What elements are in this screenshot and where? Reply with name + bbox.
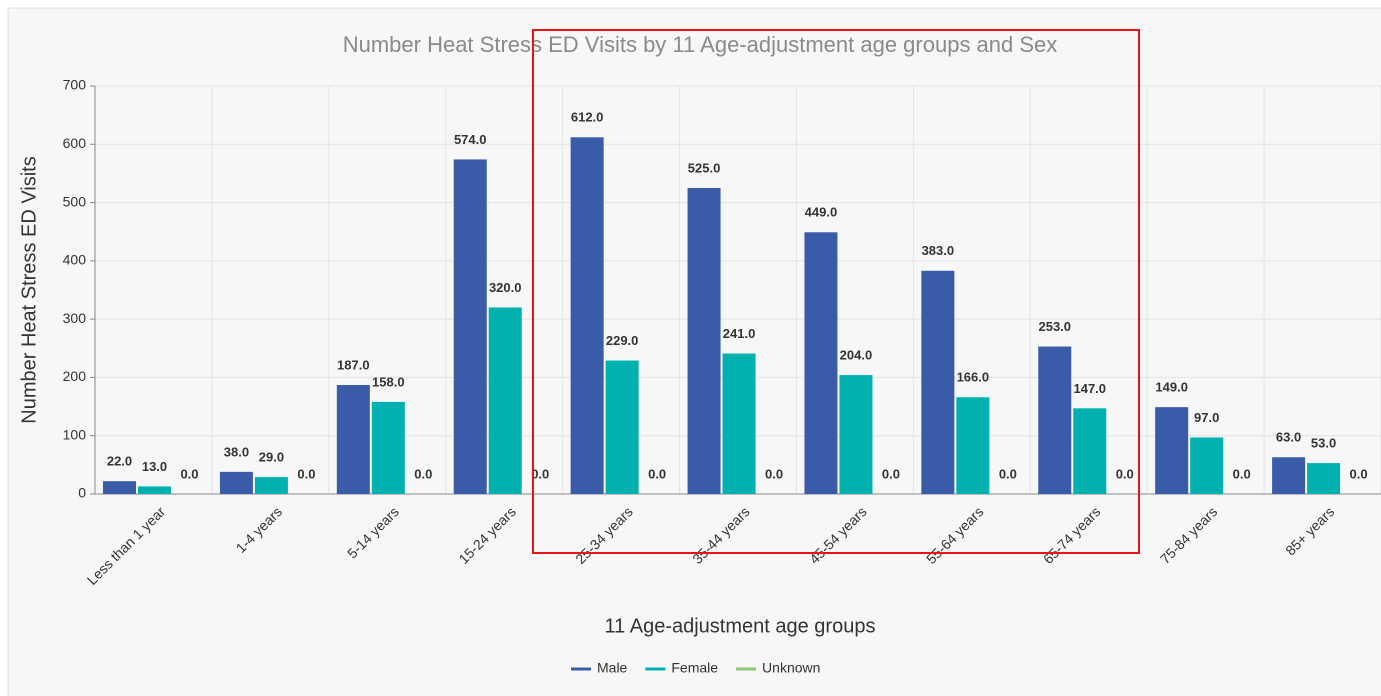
y-tick-label: 0 (78, 485, 86, 501)
value-label: 229.0 (606, 333, 639, 348)
bar (1073, 408, 1107, 494)
value-label: 97.0 (1194, 410, 1219, 425)
value-label: 0.0 (648, 466, 666, 481)
value-label: 149.0 (1155, 380, 1188, 395)
value-label: 0.0 (1116, 466, 1134, 481)
value-label: 38.0 (224, 444, 249, 459)
bar (804, 232, 838, 494)
value-label: 525.0 (688, 160, 721, 175)
bar (371, 401, 405, 494)
bar (488, 307, 522, 494)
value-label: 0.0 (531, 466, 549, 481)
value-label: 29.0 (259, 450, 284, 465)
bar (103, 481, 136, 494)
value-label: 187.0 (337, 357, 370, 372)
value-label: 63.0 (1276, 430, 1301, 445)
bar (1155, 407, 1189, 494)
value-label: 0.0 (882, 466, 900, 481)
value-label: 0.0 (297, 466, 315, 481)
value-label: 158.0 (372, 374, 405, 389)
value-label: 53.0 (1311, 436, 1336, 451)
y-tick-label: 700 (63, 77, 87, 93)
y-tick-label: 300 (63, 310, 87, 326)
value-label: 0.0 (1233, 466, 1251, 481)
value-label: 0.0 (999, 466, 1017, 481)
bar (336, 385, 370, 494)
bar (1038, 346, 1072, 494)
bar (956, 397, 990, 494)
value-label: 13.0 (142, 459, 167, 474)
value-label: 0.0 (180, 466, 198, 481)
value-label: 320.0 (489, 280, 522, 295)
bar (722, 353, 756, 494)
value-label: 0.0 (1350, 466, 1368, 481)
bar (138, 486, 171, 494)
bar (1307, 463, 1341, 494)
legend-label: Male (597, 660, 628, 676)
value-label: 166.0 (957, 370, 990, 385)
value-label: 0.0 (414, 466, 432, 481)
chart-title: Number Heat Stress ED Visits by 11 Age-a… (343, 32, 1058, 57)
value-label: 449.0 (805, 205, 838, 220)
value-label: 0.0 (765, 466, 783, 481)
value-label: 253.0 (1038, 319, 1071, 334)
legend-label: Unknown (762, 660, 820, 676)
bar (1272, 457, 1306, 494)
legend-label: Female (671, 660, 718, 676)
bar (219, 471, 253, 494)
value-label: 383.0 (922, 243, 955, 258)
value-label: 22.0 (107, 454, 132, 469)
bar (921, 270, 955, 494)
value-label: 241.0 (723, 326, 756, 341)
y-axis-title: Number Heat Stress ED Visits (18, 156, 40, 424)
y-tick-label: 500 (63, 193, 87, 209)
value-label: 574.0 (454, 132, 487, 147)
bar (1190, 437, 1224, 494)
bar (254, 477, 288, 494)
bar (839, 375, 873, 494)
y-tick-label: 100 (63, 426, 87, 442)
bar (570, 137, 604, 494)
value-label: 147.0 (1073, 381, 1106, 396)
y-tick-label: 600 (63, 135, 87, 151)
y-tick-label: 400 (63, 252, 87, 268)
x-axis-title: 11 Age-adjustment age groups (605, 615, 876, 637)
legend: Male Female Unknown (571, 660, 820, 676)
bar (453, 159, 487, 494)
value-label: 204.0 (840, 348, 873, 363)
value-label: 612.0 (571, 110, 604, 125)
bar (605, 360, 639, 494)
highlight-box (532, 29, 1140, 554)
bar (687, 188, 721, 494)
y-tick-label: 200 (63, 368, 87, 384)
